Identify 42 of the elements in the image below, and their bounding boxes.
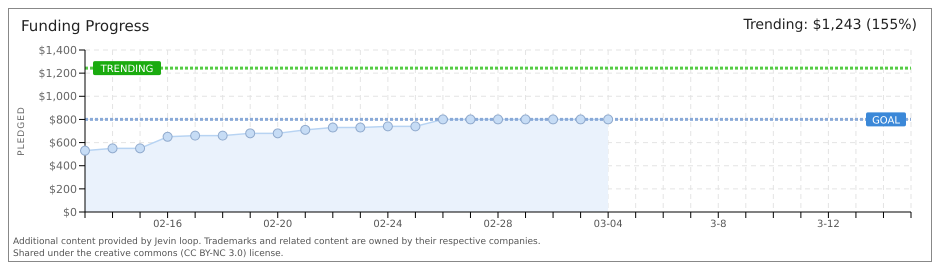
- x-tick-label: 02-20: [263, 219, 292, 230]
- point: [355, 122, 366, 133]
- point: [382, 121, 393, 132]
- x-tick-label: 02-16: [153, 219, 182, 230]
- y-axis-title: PLEDGED: [17, 106, 28, 156]
- y-tick-label: $0: [63, 206, 77, 219]
- point: [162, 132, 173, 142]
- chart-title: Funding Progress: [21, 17, 150, 35]
- point: [190, 130, 200, 141]
- y-tick-label: $1,400: [38, 44, 77, 57]
- point: [410, 121, 420, 132]
- y-tick-label: $1,200: [38, 67, 77, 80]
- text: Additional content provided by Jevin loop. Trademarks and related content are owned by their respective companies.: [13, 236, 541, 248]
- x-tick-label: 02-24: [373, 219, 402, 230]
- point: [135, 143, 146, 154]
- point: [493, 114, 503, 124]
- y-tick-label: $1,000: [38, 90, 77, 104]
- point: [80, 146, 90, 156]
- x-tick-label: 3-12: [817, 219, 840, 230]
- point: [603, 114, 614, 124]
- text: Shared under the creative commons (CC BY-NC 3.0) license.: [13, 248, 285, 260]
- point: [218, 130, 228, 141]
- ref-line-label: TRENDING: [100, 64, 154, 76]
- point: [245, 128, 256, 138]
- y-tick-label: $600: [49, 136, 77, 150]
- y-tick-label: $200: [49, 182, 77, 196]
- point: [520, 114, 531, 124]
- x-tick-label: 3-8: [710, 219, 726, 230]
- point: [300, 124, 310, 135]
- point: [108, 143, 118, 154]
- x-tick-label: 03-04: [594, 219, 623, 230]
- y-tick-label: $400: [49, 160, 77, 173]
- point: [576, 114, 586, 124]
- point: [438, 114, 448, 124]
- ref-line-label: GOAL: [872, 115, 900, 126]
- point: [465, 114, 476, 124]
- x-tick-label: 02-28: [483, 219, 513, 230]
- point: [548, 114, 558, 124]
- point: [272, 128, 283, 138]
- y-tick-label: $800: [49, 113, 77, 126]
- chart-subtitle: Trending: $1,243 (155%): [743, 17, 917, 33]
- point: [328, 122, 338, 133]
